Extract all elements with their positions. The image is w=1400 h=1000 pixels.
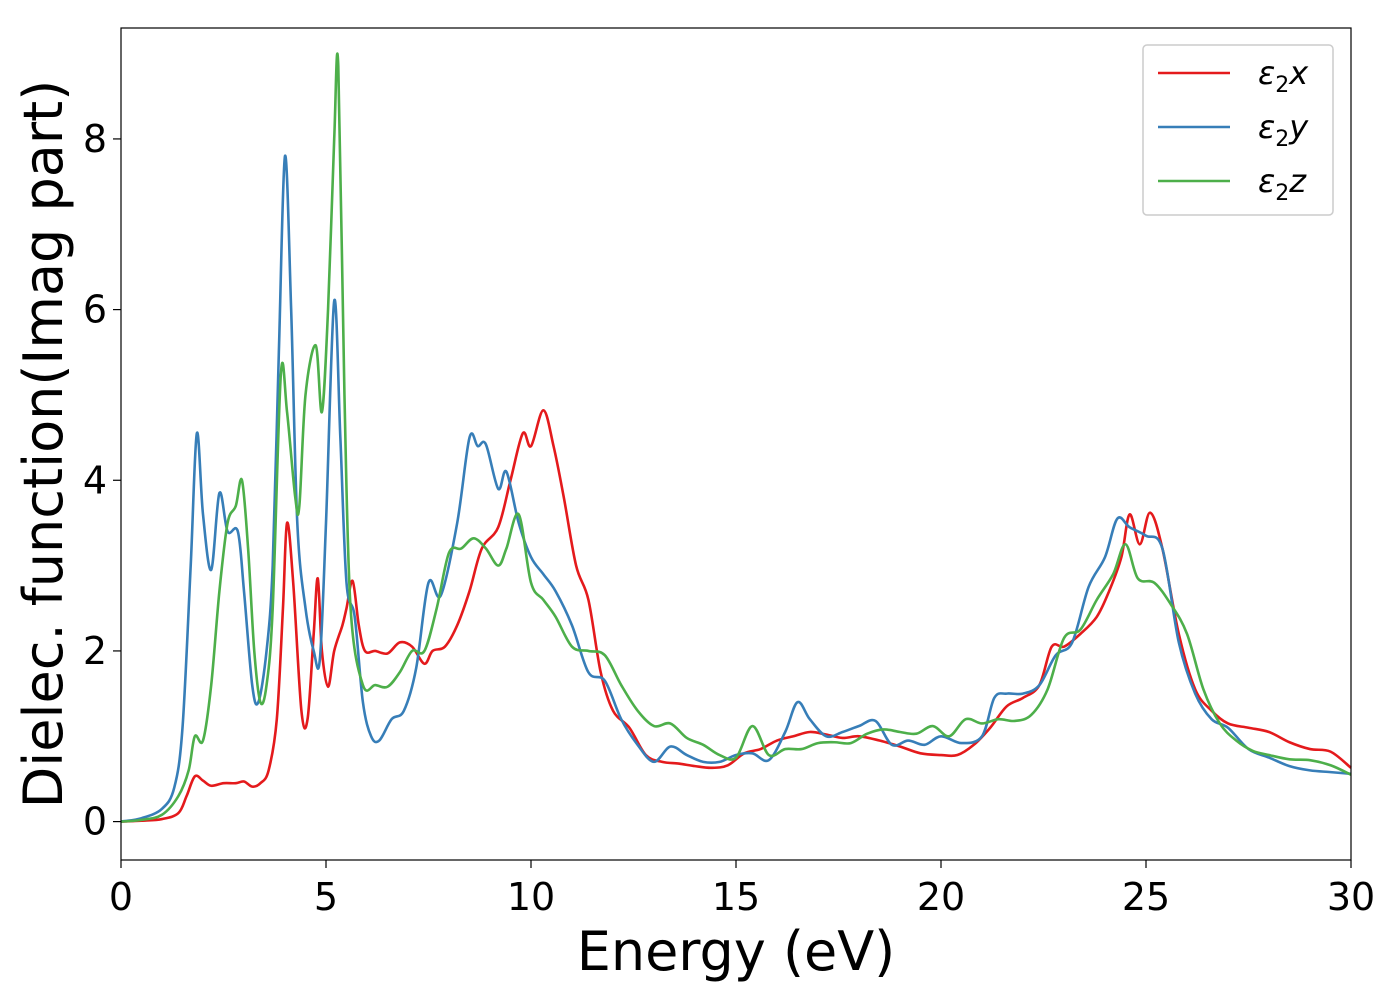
- y-tick-label: 0: [83, 800, 107, 844]
- x-tick-label: 15: [712, 875, 760, 919]
- series-layer: [120, 52, 1352, 823]
- y-tick-label: 4: [83, 458, 107, 502]
- x-tick-label: 5: [314, 875, 338, 919]
- x-axis-ticks: 0 5 10 15 20 25 30: [109, 860, 1375, 919]
- legend-box: [1142, 44, 1334, 216]
- x-axis-title: Energy (eV): [577, 920, 896, 983]
- legend-items: ε2x ε2y ε2z: [1158, 54, 1309, 206]
- y-axis-title: Dielec. function(Imag part): [12, 80, 75, 809]
- x-tick-label: 10: [507, 875, 555, 919]
- legend-label-y: ε2y: [1258, 108, 1309, 152]
- legend: ε2x ε2y ε2z: [1142, 44, 1334, 216]
- x-tick-label: 0: [109, 875, 133, 919]
- series-line-z: [120, 52, 1352, 823]
- y-tick-label: 8: [83, 117, 107, 161]
- y-tick-label: 2: [83, 629, 107, 673]
- series-line-x: [120, 408, 1352, 823]
- legend-label-x: ε2x: [1258, 54, 1309, 98]
- y-axis-ticks: 0 2 4 6 8: [83, 117, 121, 844]
- x-tick-label: 20: [917, 875, 965, 919]
- y-tick-label: 6: [83, 288, 107, 332]
- x-tick-label: 25: [1122, 875, 1170, 919]
- x-tick-label: 30: [1327, 875, 1375, 919]
- legend-label-z: ε2z: [1258, 162, 1307, 206]
